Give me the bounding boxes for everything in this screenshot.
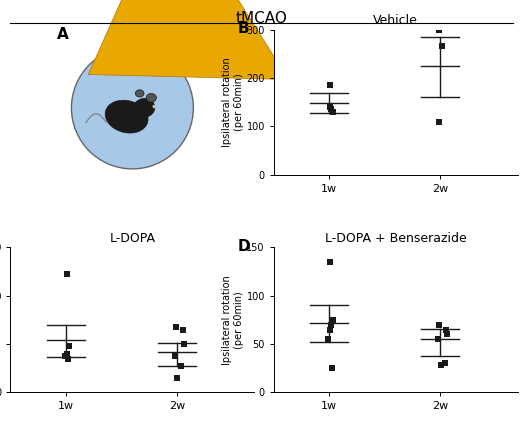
Point bbox=[438, 43, 447, 50]
Point bbox=[172, 324, 180, 330]
Point bbox=[171, 353, 179, 360]
Point bbox=[61, 353, 69, 360]
Point bbox=[442, 326, 450, 333]
Point bbox=[180, 341, 188, 347]
Circle shape bbox=[152, 105, 156, 108]
Point bbox=[65, 343, 73, 350]
Ellipse shape bbox=[146, 93, 156, 102]
Point bbox=[434, 336, 442, 343]
Point bbox=[173, 375, 181, 381]
Point bbox=[177, 362, 186, 369]
Point bbox=[327, 106, 335, 113]
Point bbox=[327, 321, 335, 328]
Text: A: A bbox=[57, 27, 69, 42]
Point bbox=[435, 26, 443, 33]
Y-axis label: Ipsilateral rotation
(per 60min): Ipsilateral rotation (per 60min) bbox=[222, 57, 244, 147]
Text: D: D bbox=[237, 238, 250, 254]
Ellipse shape bbox=[133, 98, 155, 117]
Point bbox=[62, 353, 71, 360]
Title: L-DOPA + Benserazide: L-DOPA + Benserazide bbox=[325, 232, 467, 245]
Point bbox=[326, 103, 334, 110]
Text: tMCAO: tMCAO bbox=[235, 11, 288, 26]
Y-axis label: Ipsilateral rotation
(per 60min): Ipsilateral rotation (per 60min) bbox=[222, 275, 244, 365]
Title: Vehicle: Vehicle bbox=[373, 14, 418, 27]
Point bbox=[443, 331, 451, 338]
Point bbox=[179, 326, 187, 333]
Point bbox=[328, 316, 337, 323]
Ellipse shape bbox=[105, 100, 148, 133]
Point bbox=[435, 321, 444, 328]
Point bbox=[62, 271, 71, 277]
Title: L-DOPA: L-DOPA bbox=[109, 232, 155, 245]
Point bbox=[324, 336, 332, 343]
Point bbox=[326, 258, 334, 265]
Circle shape bbox=[72, 47, 194, 169]
Text: B: B bbox=[237, 21, 249, 36]
Point bbox=[327, 365, 336, 372]
Point bbox=[64, 355, 72, 362]
Point bbox=[440, 360, 449, 367]
Point bbox=[328, 108, 337, 115]
Point bbox=[326, 326, 334, 333]
Point bbox=[436, 362, 445, 369]
Point bbox=[435, 119, 444, 126]
Point bbox=[63, 350, 72, 357]
Ellipse shape bbox=[135, 90, 144, 97]
Point bbox=[326, 82, 334, 89]
